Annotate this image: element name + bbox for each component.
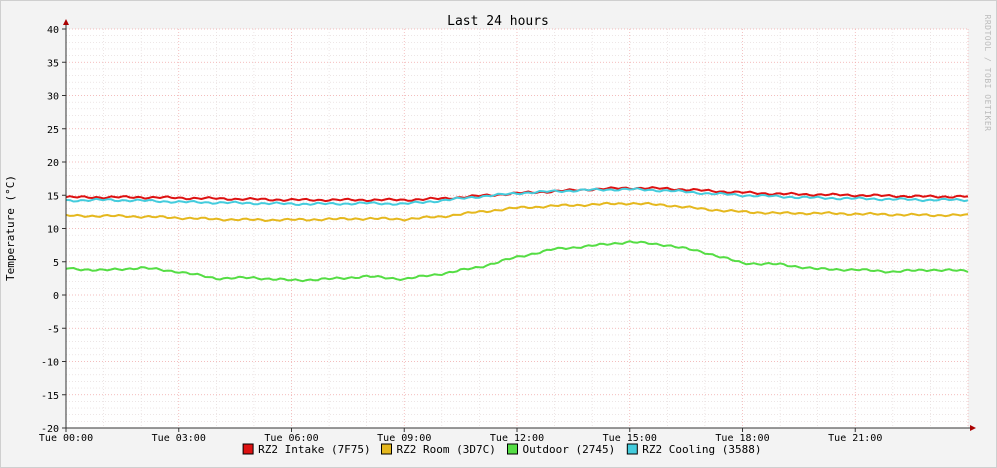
x-tick-label: Tue 12:00 — [490, 433, 544, 444]
x-tick-label: Tue 00:00 — [39, 433, 93, 444]
legend-label: Outdoor (2745) — [523, 443, 616, 456]
legend-swatch — [381, 443, 392, 455]
y-tick-label: 5 — [53, 258, 59, 269]
legend-swatch — [242, 443, 254, 455]
y-tick-label: 15 — [47, 191, 59, 202]
legend-label: RZ2 Intake (7F75) — [258, 443, 371, 456]
x-tick-label: Tue 15:00 — [603, 433, 657, 444]
y-tick-label: 0 — [53, 291, 59, 302]
x-tick-label: Tue 09:00 — [377, 433, 431, 444]
watermark: RRDTOOL / TOBI OETIKER — [983, 15, 992, 132]
y-tick-label: -20 — [41, 424, 59, 435]
y-tick-label: 40 — [47, 25, 59, 36]
y-tick-label: -15 — [41, 391, 59, 402]
legend-label: RZ2 Cooling (3588) — [642, 443, 761, 456]
x-axis-arrow — [970, 425, 976, 431]
y-tick-label: 30 — [47, 92, 59, 103]
legend-swatch — [626, 443, 638, 455]
y-axis-title: Temperature (°C) — [4, 175, 17, 281]
series-line — [65, 186, 969, 203]
chart-title: Last 24 hours — [447, 14, 549, 29]
x-tick-label: Tue 06:00 — [264, 433, 318, 444]
y-tick-label: 20 — [47, 158, 59, 169]
series-line — [65, 187, 969, 206]
series-line — [65, 201, 969, 222]
x-tick-label: Tue 21:00 — [828, 433, 882, 444]
y-tick-label: 25 — [47, 125, 59, 136]
legend-label: RZ2 Room (3D7C) — [397, 443, 496, 456]
x-tick-label: Tue 18:00 — [715, 433, 769, 444]
series-line — [65, 240, 969, 283]
x-tick-label: Tue 03:00 — [152, 433, 206, 444]
y-tick-label: 10 — [47, 225, 59, 236]
y-axis-arrow — [63, 19, 69, 25]
y-tick-label: -10 — [41, 358, 59, 369]
y-tick-label: 35 — [47, 58, 59, 69]
y-tick-label: -5 — [47, 324, 59, 335]
legend-swatch — [507, 443, 518, 455]
